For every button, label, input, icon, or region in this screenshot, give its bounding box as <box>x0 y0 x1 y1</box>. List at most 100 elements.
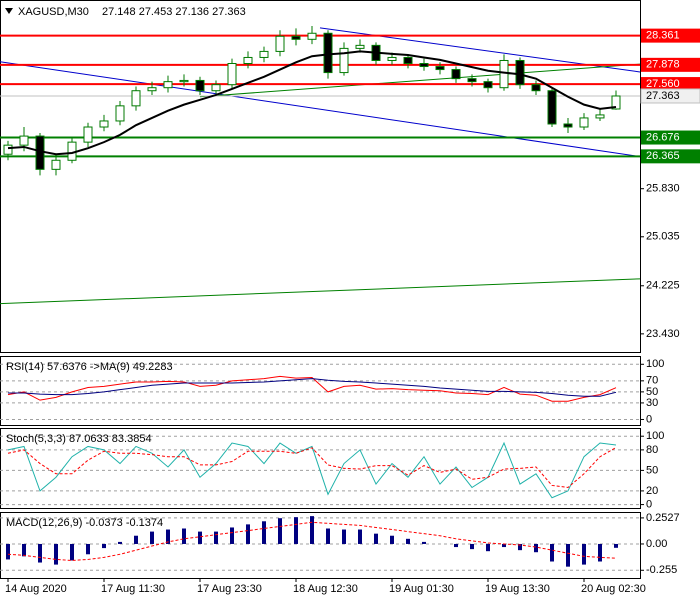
y-tick-label: 0.00 <box>646 538 667 550</box>
histogram-bar <box>230 527 234 544</box>
panel-title: MACD(12,26,9) -0.0373 -0.1374 <box>6 517 163 529</box>
trendline <box>0 61 641 158</box>
candle-body <box>403 56 413 65</box>
trendline <box>0 278 641 305</box>
indicator-line <box>7 447 617 489</box>
histogram-bar <box>198 531 202 544</box>
histogram-bar <box>614 543 618 548</box>
histogram-bar <box>70 543 74 561</box>
candle-body <box>3 144 13 155</box>
histogram-bar <box>454 543 458 548</box>
histogram-bar <box>118 541 122 544</box>
histogram-bar <box>566 543 570 567</box>
indicator-line <box>7 441 617 499</box>
last-price-box <box>640 88 700 104</box>
panel-frame <box>0 428 641 509</box>
moving-average <box>7 50 617 156</box>
candle-body <box>179 79 189 83</box>
candle-body <box>611 95 621 110</box>
histogram-bar <box>582 543 586 565</box>
y-tick-label: 0 <box>646 498 652 510</box>
y-tick-label: 23.430 <box>646 328 680 340</box>
level-label-box <box>641 77 700 92</box>
histogram-bar <box>406 538 410 544</box>
histogram-bar <box>22 543 26 557</box>
candle-body <box>51 159 61 170</box>
y-tick-label: 50 <box>646 386 658 398</box>
histogram-bar <box>166 529 170 544</box>
histogram-bar <box>86 543 90 555</box>
candle-body <box>547 90 557 125</box>
y-tick-label: -0.255 <box>646 564 677 576</box>
candle-body <box>211 84 221 92</box>
candle-body <box>163 81 173 89</box>
level-label-box <box>641 28 700 43</box>
y-tick-label: 20 <box>646 485 658 497</box>
histogram-bar <box>518 543 522 551</box>
panel-frame <box>0 0 641 353</box>
candle-body <box>531 84 541 92</box>
histogram-bar <box>310 516 314 544</box>
level-label: 28.361 <box>646 30 680 42</box>
candle-body <box>419 63 429 68</box>
histogram-bar <box>598 543 602 562</box>
candle-body <box>259 50 269 58</box>
histogram-bar <box>214 531 218 544</box>
histogram-bar <box>502 543 506 548</box>
level-label: 26.365 <box>646 150 680 162</box>
candle-body <box>579 117 589 128</box>
histogram-bar <box>38 543 42 563</box>
candle-body <box>355 44 365 49</box>
level-label: 26.676 <box>646 131 680 143</box>
histogram-bar <box>294 517 298 544</box>
y-tick-label: 30 <box>646 397 658 409</box>
x-tick-label: 18 Aug 12:30 <box>293 583 358 595</box>
x-tick-label: 20 Aug 02:30 <box>581 583 646 595</box>
histogram-bar <box>486 543 490 552</box>
candle-body <box>451 69 461 80</box>
indicator-line <box>8 378 617 397</box>
y-tick-label: 70 <box>646 375 658 387</box>
histogram-bar <box>470 543 474 550</box>
histogram-bar <box>102 543 106 549</box>
histogram-bar <box>54 543 58 565</box>
chart-title: XAGUSD,M30 <box>18 6 89 18</box>
level-label: 27.560 <box>646 78 680 90</box>
candle-body <box>387 56 397 61</box>
y-tick-label: 0.2527 <box>646 512 680 524</box>
y-tick-label: 100 <box>646 358 664 370</box>
histogram-bar <box>374 533 378 544</box>
histogram-bar <box>246 524 250 544</box>
candle-body <box>19 135 29 146</box>
histogram-bar <box>326 528 330 544</box>
candle-body <box>291 35 301 40</box>
last-price-label: 27.363 <box>646 90 680 102</box>
y-tick-label: 24.225 <box>646 280 680 292</box>
panel-frame <box>0 512 641 579</box>
candle-body <box>499 59 509 89</box>
trendline <box>199 63 641 98</box>
candle-body <box>595 114 605 119</box>
panel-title: Stoch(5,3,3) 87.0633 83.3854 <box>6 433 152 445</box>
candle-body <box>563 123 573 128</box>
level-label-box <box>641 149 700 164</box>
panel-title: RSI(14) 57.6376 ->MA(9) 49.2283 <box>6 361 173 373</box>
candle-body <box>307 32 317 40</box>
candle-body <box>131 90 141 107</box>
candle-body <box>323 32 333 74</box>
y-tick-label: 80 <box>646 444 658 456</box>
histogram-bar <box>390 535 394 544</box>
candle-body <box>435 66 445 71</box>
candle-body <box>515 59 525 86</box>
histogram-bar <box>262 521 266 544</box>
candle-body <box>467 78 477 83</box>
histogram-bar <box>550 543 554 562</box>
chart-subtitle: 27.148 27.453 27.136 27.363 <box>102 6 246 18</box>
candle-body <box>147 87 157 92</box>
histogram-bar <box>6 543 10 560</box>
y-tick-label: 100 <box>646 430 664 442</box>
candle-body <box>339 47 349 74</box>
histogram-bar <box>422 541 426 544</box>
